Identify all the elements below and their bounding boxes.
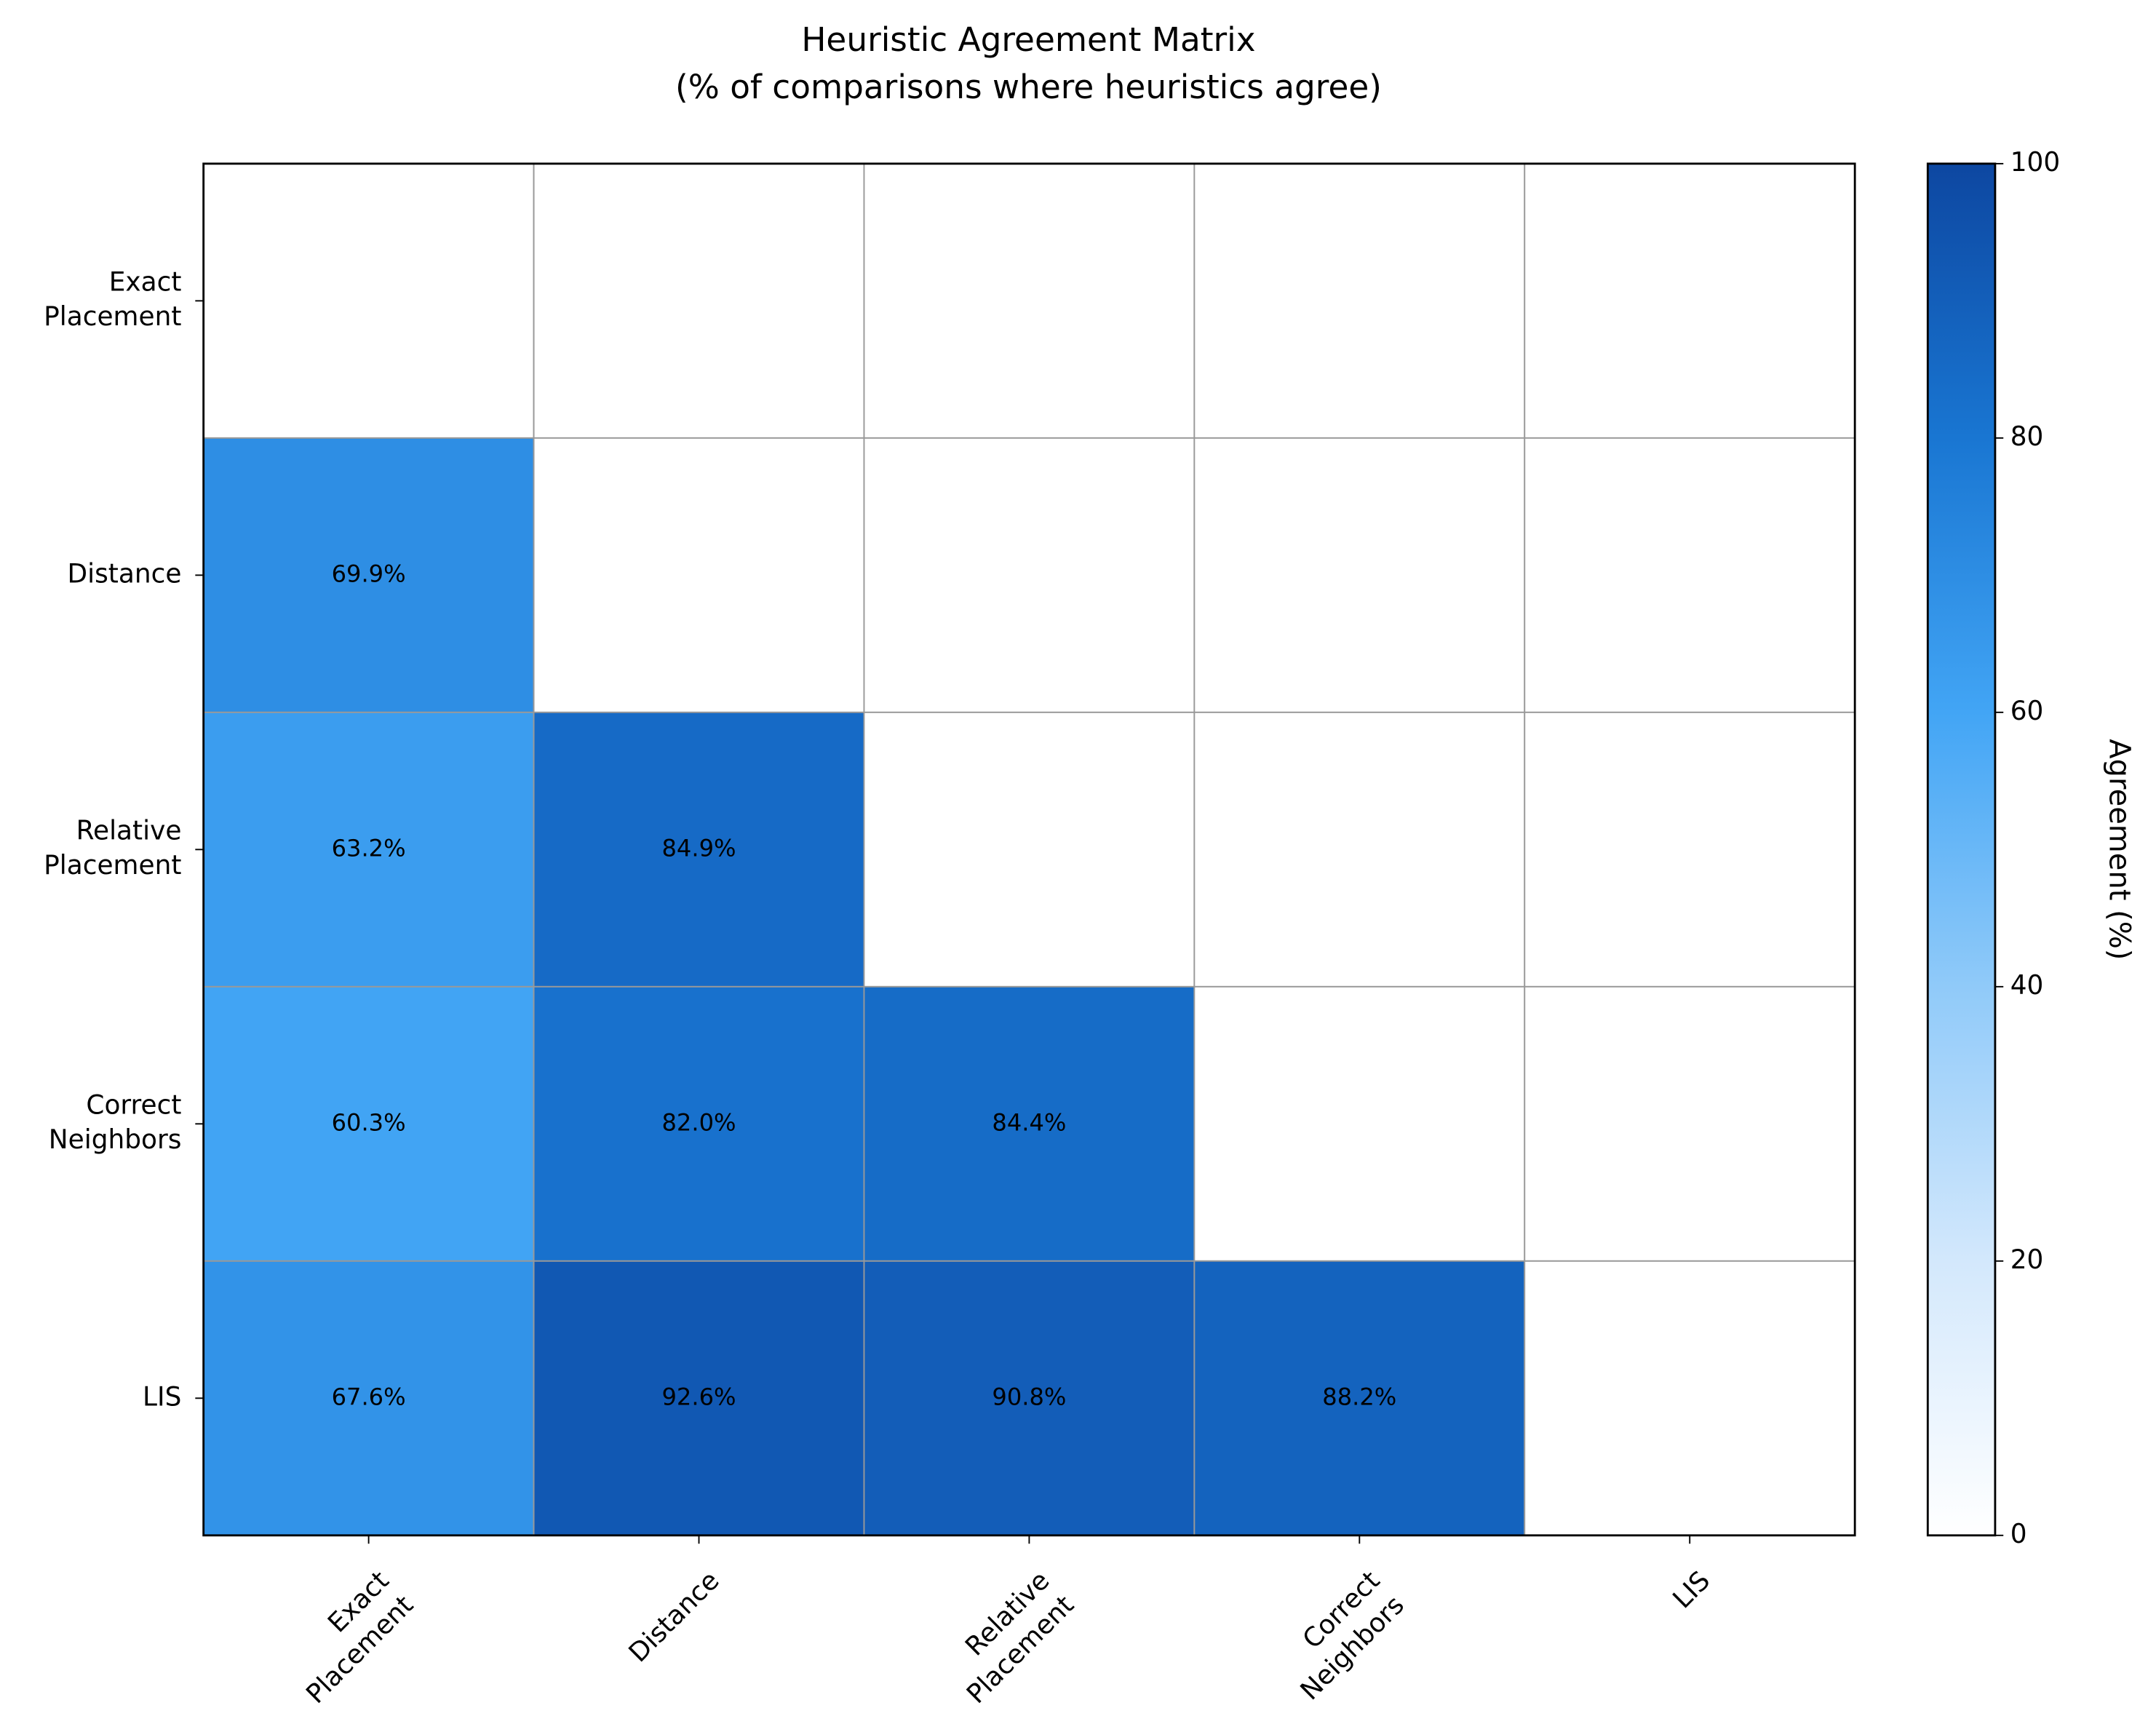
empty-cell <box>1524 162 1856 439</box>
x-tick-label: RelativePlacement <box>936 1565 1080 1710</box>
y-tick-label: Relative Placement <box>44 815 181 881</box>
colorbar <box>1926 162 1997 1537</box>
colorbar-tick-label: 60 <box>2010 696 2044 726</box>
empty-cell <box>1524 711 1856 988</box>
empty-cell <box>1524 437 1856 713</box>
cell <box>202 437 535 713</box>
cell <box>202 1260 535 1536</box>
y-tick-label: Distance <box>67 558 181 589</box>
empty-cell <box>1524 1260 1856 1536</box>
colorbar-tick-label: 20 <box>2010 1244 2044 1275</box>
cell-label: 88.2% <box>1322 1383 1396 1410</box>
x-tick-label: CorrectNeighbors <box>1270 1565 1410 1707</box>
x-tick-label: Distance <box>623 1565 725 1669</box>
empty-cell <box>533 162 865 439</box>
empty-cell <box>1193 162 1526 439</box>
colorbar-tick-label: 40 <box>2010 970 2044 1001</box>
cell <box>202 985 535 1262</box>
cell-label: 63.2% <box>332 834 406 862</box>
cell-label: 84.4% <box>992 1108 1066 1136</box>
y-tick-label: Exact Placement <box>44 266 181 332</box>
empty-cell <box>863 162 1196 439</box>
x-tick-label: LIS <box>1667 1565 1716 1615</box>
cell <box>533 711 865 988</box>
empty-cell <box>1193 711 1526 988</box>
empty-cell <box>1524 985 1856 1262</box>
chart-title: Heuristic Agreement Matrix (% of comparis… <box>675 20 1382 106</box>
empty-cell <box>1193 437 1526 713</box>
colorbar-tick-label: 80 <box>2010 421 2044 452</box>
x-tick-label: ExactPlacement <box>276 1565 419 1710</box>
cell-label: 82.0% <box>662 1108 736 1136</box>
cell-label: 92.6% <box>662 1383 736 1410</box>
empty-cell <box>202 162 535 439</box>
cell-label: 67.6% <box>332 1383 406 1410</box>
cell <box>533 1260 865 1536</box>
colorbar-label: Agreement (%) <box>2103 739 2136 960</box>
empty-cell <box>863 711 1196 988</box>
cell <box>1193 1260 1526 1536</box>
y-tick-label: LIS <box>143 1381 181 1412</box>
cell-label: 90.8% <box>992 1383 1066 1410</box>
cell <box>533 985 865 1262</box>
cell-label: 84.9% <box>662 834 736 862</box>
empty-cell <box>1193 985 1526 1262</box>
cell <box>202 711 535 988</box>
cell <box>863 985 1196 1262</box>
empty-cell <box>863 437 1196 713</box>
empty-cell <box>533 437 865 713</box>
colorbar-tick-label: 100 <box>2010 147 2061 178</box>
colorbar-tick-label: 0 <box>2010 1519 2027 1549</box>
cell-label: 60.3% <box>332 1108 406 1136</box>
y-tick-label: Correct Neighbors <box>49 1089 182 1155</box>
cell-label: 69.9% <box>332 560 406 587</box>
